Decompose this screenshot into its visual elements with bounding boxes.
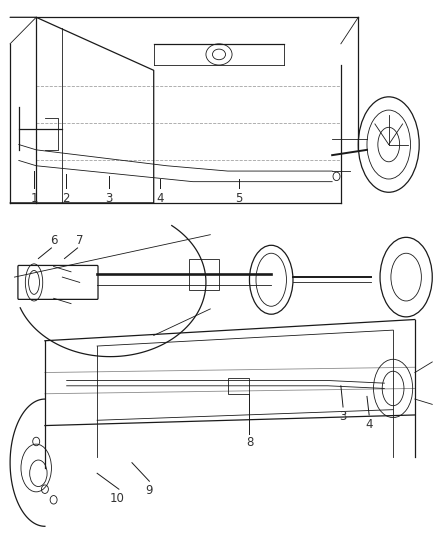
- Text: 1: 1: [30, 192, 38, 205]
- Text: 7: 7: [76, 234, 84, 247]
- Text: 6: 6: [50, 234, 58, 247]
- Text: 2: 2: [62, 192, 70, 205]
- Text: 4: 4: [156, 192, 164, 205]
- Text: 10: 10: [110, 492, 124, 505]
- Text: 9: 9: [145, 484, 153, 497]
- Text: 8: 8: [246, 436, 253, 449]
- Text: 3: 3: [106, 192, 113, 205]
- Text: 4: 4: [365, 418, 373, 431]
- Text: 3: 3: [339, 410, 347, 423]
- Text: 5: 5: [235, 192, 242, 205]
